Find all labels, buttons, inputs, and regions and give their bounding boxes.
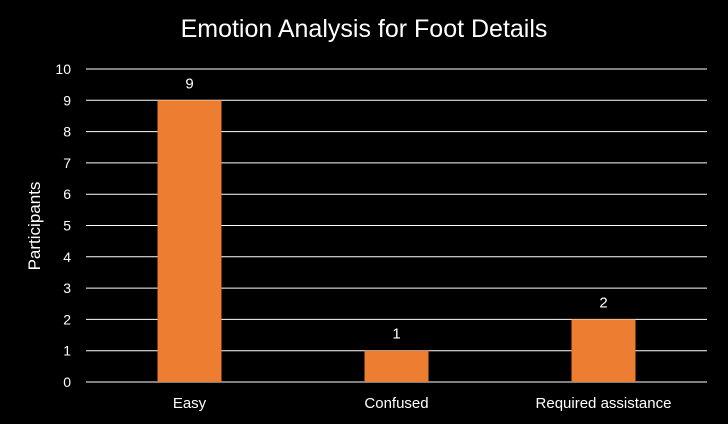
y-tick-label: 4 bbox=[63, 249, 71, 265]
y-tick-label: 7 bbox=[63, 155, 71, 171]
y-tick-label: 3 bbox=[63, 280, 71, 296]
y-tick-label: 0 bbox=[63, 374, 71, 390]
x-tick-label: Required assistance bbox=[536, 395, 672, 412]
bar bbox=[157, 100, 222, 383]
y-tick-label: 8 bbox=[63, 124, 71, 140]
bars bbox=[157, 100, 636, 383]
y-axis-ticks: 0 1 2 3 4 5 6 7 8 9 10 bbox=[55, 61, 71, 390]
data-label: 2 bbox=[599, 294, 607, 311]
y-tick-label: 2 bbox=[63, 311, 71, 327]
x-tick-label: Easy bbox=[173, 395, 207, 412]
y-tick-label: 5 bbox=[63, 218, 71, 234]
bar bbox=[364, 350, 429, 382]
x-tick-label: Confused bbox=[364, 395, 428, 412]
x-axis-ticks: Easy Confused Required assistance bbox=[173, 395, 672, 412]
y-tick-label: 9 bbox=[63, 92, 71, 108]
data-labels: 9 1 2 bbox=[185, 75, 607, 342]
chart-title: Emotion Analysis for Foot Details bbox=[181, 15, 548, 43]
bar bbox=[571, 319, 636, 382]
data-label: 9 bbox=[185, 75, 193, 92]
y-tick-label: 10 bbox=[55, 61, 71, 77]
y-axis-label: Participants bbox=[25, 182, 44, 271]
data-label: 1 bbox=[392, 326, 400, 343]
y-tick-label: 6 bbox=[63, 186, 71, 202]
y-tick-label: 1 bbox=[63, 343, 71, 359]
